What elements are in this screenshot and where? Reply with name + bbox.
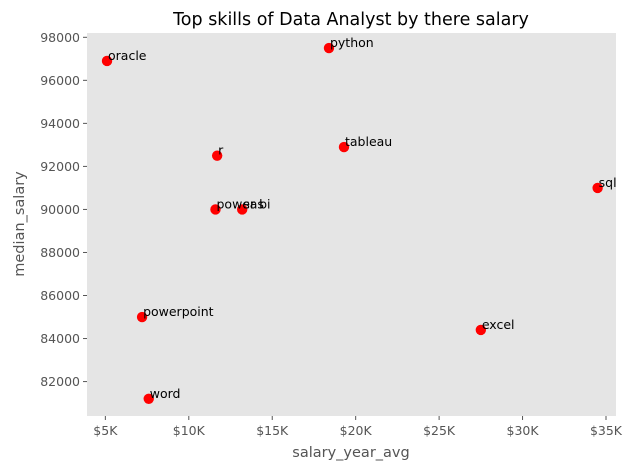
point-label: power bi [216, 196, 270, 211]
data-point [338, 141, 350, 153]
x-tick-label: $10K [173, 423, 206, 438]
x-tick-label: $15K [256, 423, 289, 438]
point-label: r [218, 143, 224, 158]
y-tick-label: 86000 [40, 288, 80, 303]
chart-title: Top skills of Data Analyst by there sala… [172, 10, 529, 30]
y-tick-label: 82000 [40, 374, 80, 389]
point-label: word [150, 386, 181, 401]
point-label: powerpoint [143, 304, 214, 319]
y-axis-label: median_salary [12, 171, 28, 277]
x-tick-label: $5K [93, 423, 118, 438]
data-point [236, 204, 248, 215]
data-point [211, 150, 223, 161]
y-tick-label: 92000 [40, 159, 80, 174]
y-tick-label: 96000 [40, 73, 80, 88]
x-tick-label: $35K [590, 423, 623, 438]
y-axis-ticks: 82000 84000 86000 88000 90000 92000 94000 96000… [40, 30, 87, 389]
data-point [323, 42, 335, 54]
data-point [210, 204, 221, 215]
y-tick-label: 88000 [40, 245, 80, 260]
point-label: excel [482, 317, 515, 332]
y-tick-label: 84000 [40, 331, 80, 346]
data-point [592, 182, 603, 194]
x-tick-label: $25K [423, 423, 456, 438]
point-label: oracle [108, 48, 147, 63]
y-tick-label: 98000 [40, 30, 80, 45]
x-tick-label: $30K [507, 423, 540, 438]
point-label: sas [243, 196, 264, 211]
plot-area [87, 33, 616, 416]
y-tick-label: 90000 [40, 202, 80, 217]
y-tick-label: 94000 [40, 116, 80, 131]
data-point [136, 311, 148, 323]
x-axis-label: salary_year_avg [292, 445, 409, 461]
data-points [101, 42, 603, 404]
data-point [143, 393, 154, 404]
data-point [475, 324, 487, 336]
point-label: python [330, 35, 374, 50]
x-axis-ticks: $5K $10K $15K $20K $25K $30K $35K [93, 416, 623, 438]
point-label: sql [599, 175, 617, 190]
data-point [101, 55, 113, 67]
point-label: tableau [345, 134, 392, 149]
x-tick-label: $20K [340, 423, 373, 438]
